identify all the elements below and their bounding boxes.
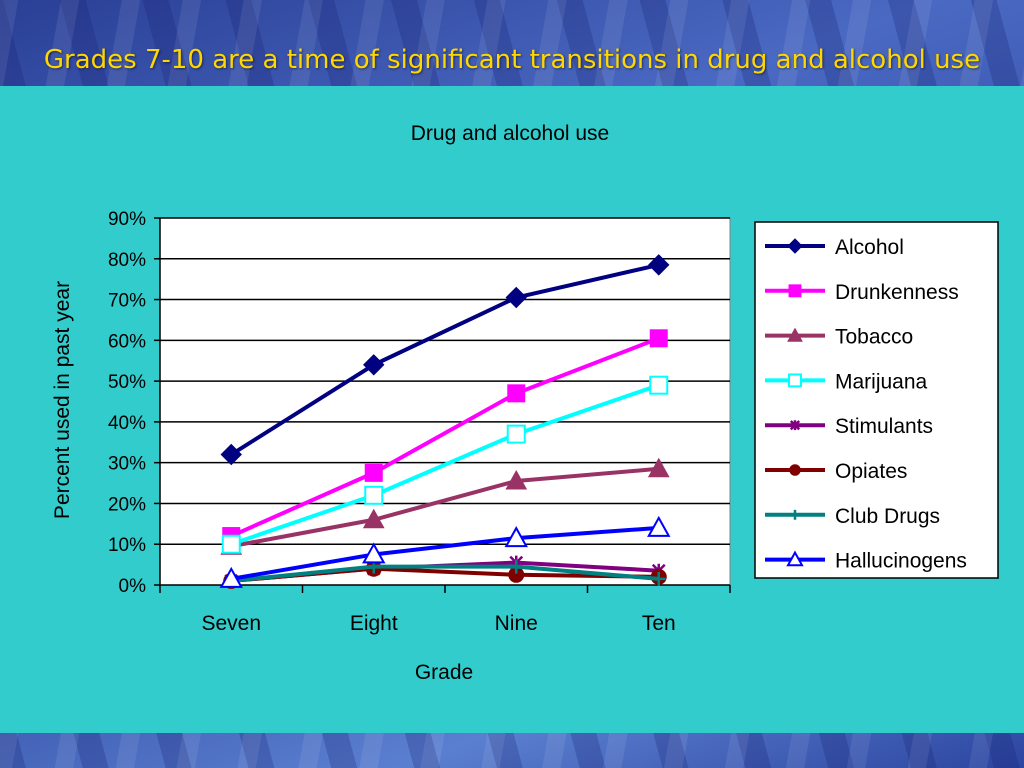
legend-label: Tobacco [835,326,913,349]
data-point-marker [787,327,803,342]
chart-title: Drug and alcohol use [411,122,609,145]
y-tick-label: 0% [119,576,147,597]
data-point-marker [647,515,671,537]
data-point-marker [505,469,528,490]
data-point-marker [647,457,670,478]
data-point-marker [362,508,385,529]
series-line [230,466,659,549]
series-lines [219,254,671,589]
y-tick-label: 40% [108,413,146,434]
data-point-marker [363,354,385,376]
x-tick-label: Seven [201,612,261,635]
series-line [231,564,659,583]
series-line [230,525,659,581]
legend-item: Tobacco [765,326,913,349]
data-point-marker [506,424,526,444]
y-axis-ticks: 0% 10% 20% 30% 40% 50% 60% 70% 80% 90% [108,209,160,597]
slide-title: Grades 7-10 are a time of significant tr… [43,45,981,75]
data-point-marker [504,526,528,548]
series-marijuana [221,375,669,554]
data-point-marker [362,542,386,564]
footer-background [0,733,1024,768]
legend-item: Club Drugs [765,505,940,528]
data-point-marker [786,550,804,567]
data-point-marker [220,443,242,466]
data-point-marker [221,534,241,554]
data-point-marker [651,571,666,586]
legend-label: Hallucinogens [835,550,967,573]
data-point-marker [788,284,802,298]
data-point-marker [789,420,801,431]
data-point-marker [787,238,803,254]
x-axis-label: Grade [415,661,473,684]
gridlines [160,217,730,545]
series-hallucinogens [219,515,671,588]
y-tick-label: 20% [108,494,146,515]
y-tick-label: 90% [108,209,146,230]
header-background [0,0,1024,86]
data-point-marker [219,566,243,588]
x-tick-label: Eight [350,612,398,635]
y-tick-label: 70% [108,291,146,312]
legend-label: Drunkenness [835,281,959,304]
legend: Alcohol Drunkenness Tobacco Marijuana Stimul… [765,236,967,573]
legend-label: Opiates [835,460,907,483]
data-point-marker [788,373,802,388]
x-tick-label: Nine [495,612,538,635]
data-point-marker [790,509,800,520]
series-line [230,383,660,547]
legend-label: Club Drugs [835,505,940,528]
y-tick-label: 60% [108,331,146,352]
data-point-marker [505,286,527,309]
legend-item: Marijuana [765,370,928,393]
y-tick-label: 50% [108,372,146,393]
data-point-marker [509,559,524,574]
legend-item: Opiates [765,460,907,483]
series-line [230,336,660,538]
y-tick-label: 30% [108,454,146,475]
legend-item: Hallucinogens [765,550,967,573]
series-line [230,262,660,457]
data-point-marker [507,384,526,403]
data-point-marker [649,329,668,348]
data-point-marker [364,485,384,505]
legend-item: Stimulants [765,415,933,438]
data-point-marker [649,375,669,395]
data-point-marker [648,254,670,276]
legend-label: Marijuana [835,370,928,393]
legend-item: Drunkenness [765,281,959,304]
data-point-marker [789,464,801,476]
series-alcohol [220,254,670,466]
x-axis-ticks: Seven Eight Nine Ten [159,585,731,635]
legend-label: Alcohol [835,236,904,259]
x-tick-label: Ten [642,612,676,635]
legend-label: Stimulants [835,415,933,438]
y-tick-label: 10% [108,535,146,556]
y-tick-label: 80% [108,250,146,271]
y-axis-label: Percent used in past year [51,281,74,519]
legend-item: Alcohol [765,236,904,259]
data-point-marker [364,463,383,482]
